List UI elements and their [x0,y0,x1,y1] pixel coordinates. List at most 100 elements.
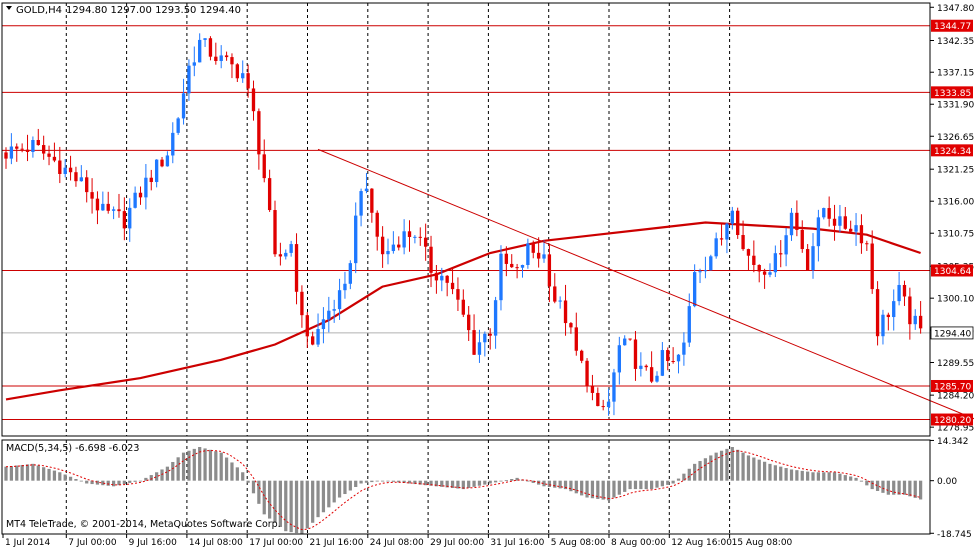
macd-bar [666,480,670,485]
candle [553,273,557,304]
candle [413,235,417,244]
macd-bar [725,448,729,481]
y-tick-label: 1289.55 [937,359,974,369]
macd-bar [434,480,439,487]
candle [343,271,347,299]
macd-bar [90,480,94,485]
macd-bar [504,480,508,481]
macd-bar [354,480,358,487]
candle [133,186,137,209]
macd-bar [854,477,858,481]
candle [913,309,917,330]
candle [278,242,283,266]
level-tag [931,379,973,392]
macd-panel [4,447,923,534]
candle [585,358,589,393]
candle [488,328,492,350]
macd-bar [20,464,24,481]
candle [870,230,874,294]
candle [676,354,681,374]
candle [111,206,116,220]
macd-bar [676,478,681,481]
candle [762,268,767,289]
candle [25,134,30,162]
macd-bar [746,455,751,481]
candle [816,209,821,262]
macd-bar [122,480,126,485]
candle [558,296,562,309]
x-tick-label: 7 Jul 00:00 [68,538,117,548]
candle [52,142,57,163]
macd-bar [709,455,713,481]
candle [359,188,363,227]
x-tick-label: 24 Jul 08:00 [370,538,424,548]
y-tick-label: 1331.90 [937,101,974,111]
candle [407,220,412,252]
macd-bar [79,480,83,482]
macd-bar [273,480,277,523]
candle [47,145,51,166]
candle [138,186,143,205]
macd-bar [655,480,659,488]
y-tick-label: 1316.00 [937,198,974,208]
macd-bar [875,480,880,491]
macd-bar [133,480,137,482]
candle [655,371,659,383]
candle [741,220,745,251]
macd-bar [730,447,734,481]
macd-bar [176,457,180,481]
macd-bar [563,480,568,490]
candle [332,299,336,323]
macd-bar [445,480,449,488]
candle [580,349,584,364]
candle [800,220,804,253]
candle [434,264,439,294]
candle [214,42,218,65]
y-tick-label: 1347.80 [937,4,974,14]
candle [692,264,697,308]
level-tag [931,86,973,99]
macd-bar [181,452,186,481]
candle [736,207,740,239]
level-tag-label: 1285.70 [934,382,971,392]
macd-bar [762,461,767,481]
candle [752,240,756,273]
macd-bar [391,480,395,482]
macd-bar [574,480,578,494]
candle [843,207,847,230]
dropdown-arrow-icon[interactable] [6,6,12,10]
macd-bar [68,476,73,481]
candle [15,143,19,162]
candle [504,246,509,277]
candle [273,200,277,257]
trendline-line[interactable] [317,148,974,430]
macd-bar [9,466,13,481]
candle [203,38,207,47]
macd-bar [413,480,417,485]
level-tag-label: 1304.64 [934,267,971,277]
candle [187,59,191,101]
macd-bar [95,480,100,485]
macd-bar [682,473,686,481]
candle [198,33,202,63]
macd-bar [268,480,272,519]
macd-bar [36,465,40,481]
macd-bar [736,449,740,481]
candle [757,264,761,283]
macd-bar [779,466,783,481]
candle [160,157,164,168]
macd-bar [892,480,896,495]
macd-bar [569,480,573,492]
candle [149,169,153,191]
macd-bar [424,480,428,486]
candle [875,281,880,346]
macd-bar [192,448,196,481]
x-tick-label: 5 Aug 08:00 [551,538,606,548]
x-tick-label: 14 Jul 08:00 [189,538,243,548]
level-tag-label: 1324.34 [934,147,971,157]
macd-bar [908,480,912,497]
x-tick-label: 21 Jul 16:00 [310,538,364,548]
candle [20,143,24,153]
